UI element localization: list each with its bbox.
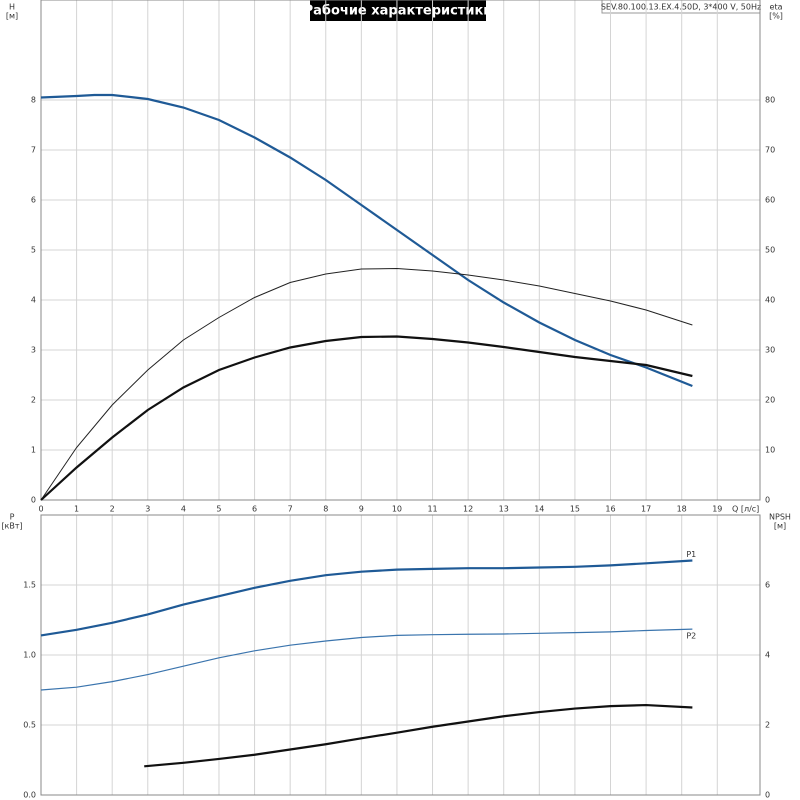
x-tick-label: 2 xyxy=(110,505,115,514)
series-label: P1 xyxy=(686,550,696,559)
y-tick-label: 5 xyxy=(31,246,36,255)
x-tick-label: 5 xyxy=(216,505,221,514)
y2-tick-label: 80 xyxy=(765,96,775,105)
y-label: P xyxy=(10,513,15,522)
x-tick-label: 14 xyxy=(534,505,544,514)
y-tick-label: 0 xyxy=(31,496,36,505)
y2-tick-label: 0 xyxy=(765,791,770,800)
curve xyxy=(40,93,693,388)
y2-tick-label: 30 xyxy=(765,346,775,355)
chart-title: Рабочие характеристики xyxy=(304,4,493,19)
y2-tick-label: 2 xyxy=(765,721,770,730)
x-tick-label: 18 xyxy=(677,505,687,514)
y2-label: eta xyxy=(770,3,783,12)
x-tick-label: 6 xyxy=(252,505,257,514)
y-tick-label: 3 xyxy=(31,346,36,355)
y2-tick-label: 0 xyxy=(765,496,770,505)
plot-frame xyxy=(40,514,761,796)
y-tick-label: 4 xyxy=(31,296,36,305)
y2-tick-label: 70 xyxy=(765,146,775,155)
x-tick-label: 1 xyxy=(74,505,79,514)
y-label: H xyxy=(9,3,15,12)
x-tick-label: 9 xyxy=(359,505,364,514)
y-tick-label: 1.5 xyxy=(23,581,36,590)
curve xyxy=(40,335,693,501)
y2-tick-label: 4 xyxy=(765,651,770,660)
y-tick-label: 8 xyxy=(31,96,36,105)
curve xyxy=(40,267,693,501)
y-tick-label: 6 xyxy=(31,196,36,205)
y-unit: [кВт] xyxy=(1,522,22,531)
x-label: Q [л/с] xyxy=(732,505,759,514)
x-tick-label: 7 xyxy=(288,505,293,514)
y2-tick-label: 6 xyxy=(765,581,770,590)
y2-unit: [%] xyxy=(769,12,783,21)
x-tick-label: 11 xyxy=(427,505,437,514)
x-tick-label: 19 xyxy=(712,505,722,514)
y-tick-label: 7 xyxy=(31,146,36,155)
model-label: SEV.80.100.13.EX.4.50D, 3*400 V, 50Hz xyxy=(601,3,761,12)
x-tick-label: 12 xyxy=(463,505,473,514)
x-tick-label: 0 xyxy=(38,505,43,514)
y-unit: [м] xyxy=(6,12,18,21)
x-tick-label: 16 xyxy=(605,505,615,514)
curve xyxy=(40,628,693,691)
x-tick-label: 3 xyxy=(145,505,150,514)
y2-tick-label: 20 xyxy=(765,396,775,405)
x-tick-label: 13 xyxy=(499,505,509,514)
x-tick-label: 10 xyxy=(392,505,402,514)
y-tick-label: 0.0 xyxy=(23,791,36,800)
x-tick-label: 4 xyxy=(181,505,186,514)
series-label: P2 xyxy=(686,632,696,641)
y-tick-label: 1.0 xyxy=(23,651,36,660)
y2-tick-label: 40 xyxy=(765,296,775,305)
curve xyxy=(144,703,693,768)
y-tick-label: 1 xyxy=(31,446,36,455)
x-tick-label: 15 xyxy=(570,505,580,514)
curve xyxy=(40,559,693,637)
x-tick-label: 17 xyxy=(641,505,651,514)
y-tick-label: 2 xyxy=(31,396,36,405)
plot-frame xyxy=(40,0,761,501)
title-box xyxy=(310,0,486,21)
y2-tick-label: 60 xyxy=(765,196,775,205)
y2-tick-label: 50 xyxy=(765,246,775,255)
y-tick-label: 0.5 xyxy=(23,721,36,730)
y2-label: NPSH xyxy=(769,513,791,522)
y2-tick-label: 10 xyxy=(765,446,775,455)
y2-unit: [м] xyxy=(774,522,786,531)
x-tick-label: 8 xyxy=(323,505,328,514)
